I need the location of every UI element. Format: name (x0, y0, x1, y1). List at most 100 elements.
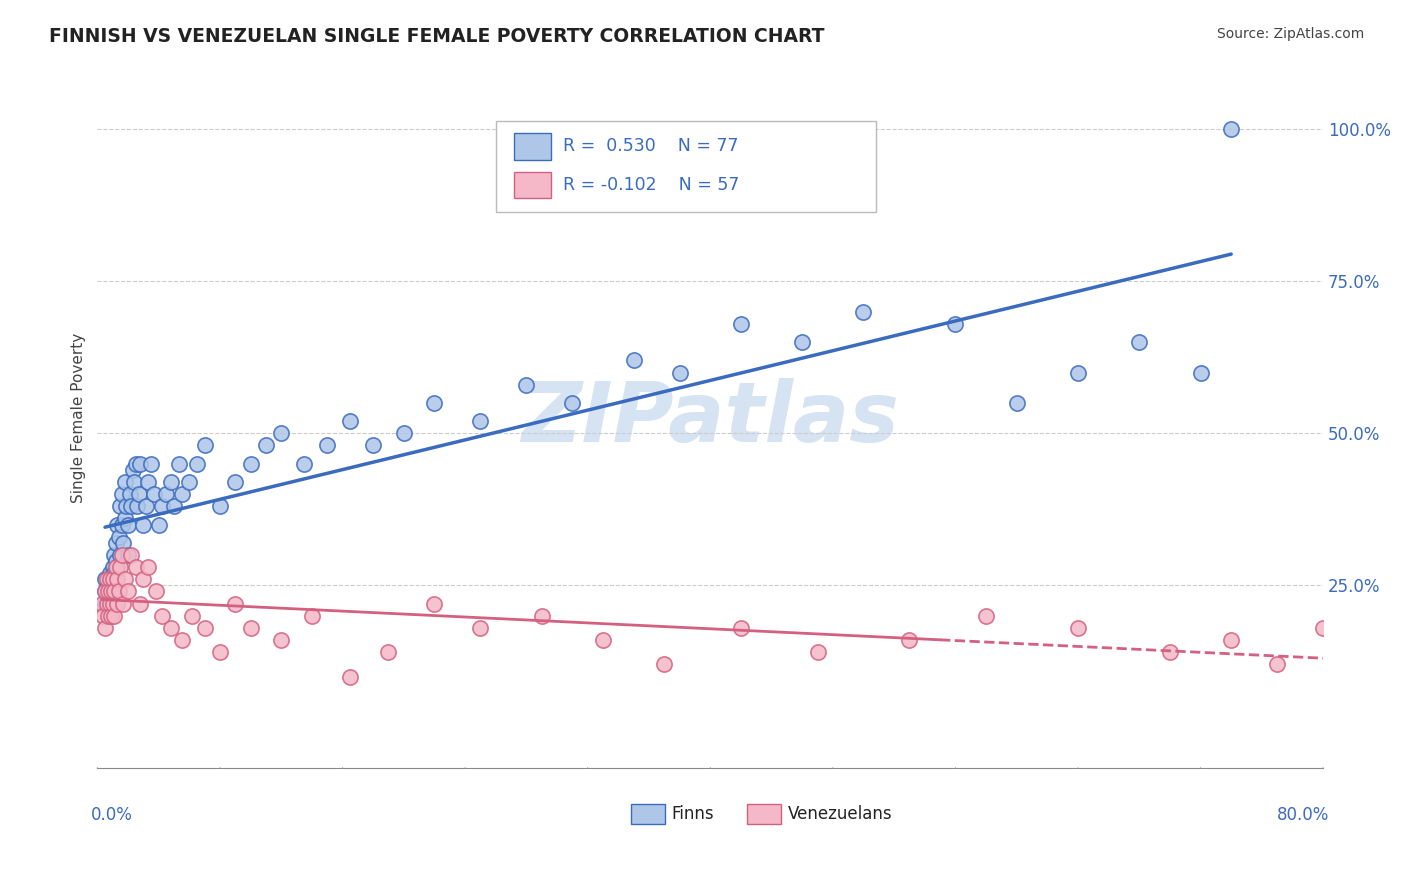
Point (652, 657, 675, 672)
Point (96, 591, 118, 605)
Point (118, 487, 141, 501)
Point (110, 560, 132, 574)
Point (186, 457, 208, 471)
Point (1159, 645, 1181, 659)
Point (135, 500, 157, 514)
Point (94, 584, 117, 599)
Point (100, 572, 122, 586)
Point (194, 438, 217, 452)
Point (103, 566, 125, 581)
Bar (515, 133, 551, 160)
Point (155, 487, 177, 501)
Point (100, 584, 122, 599)
Point (114, 475, 136, 489)
Point (103, 608, 125, 623)
FancyBboxPatch shape (496, 121, 876, 212)
Point (852, 304, 875, 318)
Point (107, 584, 129, 599)
Point (806, 645, 828, 659)
Point (224, 597, 246, 611)
Point (623, 353, 645, 368)
Point (1265, 657, 1288, 672)
Point (515, 377, 537, 392)
Point (530, 608, 553, 623)
Text: Venezuelans: Venezuelans (787, 805, 891, 822)
Text: Source: ZipAtlas.com: Source: ZipAtlas.com (1216, 27, 1364, 41)
Point (101, 572, 124, 586)
Text: R = -0.102    N = 57: R = -0.102 N = 57 (564, 176, 740, 194)
Point (104, 535, 127, 549)
Point (117, 517, 139, 532)
Point (339, 669, 361, 683)
Point (945, 317, 967, 331)
Text: Finns: Finns (671, 805, 714, 822)
Point (148, 517, 170, 532)
Bar (630, 804, 665, 823)
Point (132, 517, 155, 532)
Point (470, 414, 492, 428)
Point (105, 560, 128, 574)
Point (292, 457, 315, 471)
Point (129, 457, 152, 471)
Point (316, 438, 339, 452)
Point (94, 572, 117, 586)
Point (94, 621, 117, 635)
Point (423, 597, 446, 611)
Point (117, 584, 139, 599)
Point (94, 584, 117, 599)
Point (377, 645, 399, 659)
Point (150, 608, 173, 623)
Point (170, 633, 193, 648)
Point (132, 572, 155, 586)
Point (129, 597, 152, 611)
Point (122, 475, 145, 489)
Point (1067, 621, 1090, 635)
Point (114, 572, 136, 586)
Point (136, 560, 159, 574)
Point (98, 572, 121, 586)
Point (91, 597, 114, 611)
Point (111, 548, 134, 562)
Point (668, 366, 690, 380)
Point (1067, 366, 1090, 380)
Point (1220, 633, 1243, 648)
Point (120, 500, 142, 514)
Point (170, 487, 193, 501)
Point (392, 426, 415, 441)
Point (127, 500, 149, 514)
Point (208, 500, 231, 514)
Point (97, 608, 120, 623)
Point (239, 621, 262, 635)
Point (730, 317, 752, 331)
Text: 80.0%: 80.0% (1277, 806, 1329, 824)
Point (974, 608, 997, 623)
Point (115, 500, 138, 514)
Point (101, 560, 124, 574)
Point (145, 584, 167, 599)
Point (101, 578, 124, 592)
Point (470, 621, 492, 635)
Point (139, 457, 162, 471)
Point (120, 548, 142, 562)
Point (1005, 396, 1028, 410)
Bar (747, 804, 782, 823)
Point (254, 438, 277, 452)
Point (100, 584, 122, 599)
Point (98, 566, 121, 581)
Point (121, 463, 143, 477)
Point (270, 633, 292, 648)
Point (1220, 122, 1243, 136)
Point (100, 608, 122, 623)
Point (179, 475, 201, 489)
Point (103, 584, 125, 599)
Point (97, 578, 120, 592)
Point (561, 396, 583, 410)
Point (423, 396, 446, 410)
Point (105, 517, 128, 532)
Point (160, 621, 183, 635)
Point (1312, 621, 1334, 635)
Point (208, 645, 231, 659)
Point (181, 608, 204, 623)
Point (104, 560, 127, 574)
Point (93, 608, 115, 623)
